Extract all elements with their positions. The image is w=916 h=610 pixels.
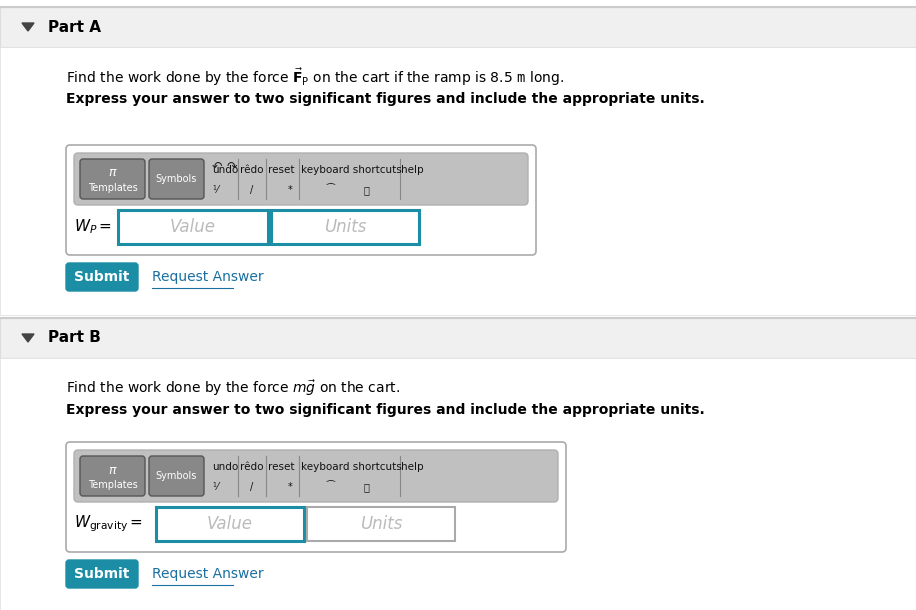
- Text: /: /: [250, 483, 253, 492]
- Text: keyboard shortcuts: keyboard shortcuts: [300, 462, 401, 472]
- Text: Value: Value: [170, 218, 216, 236]
- Text: ⁀: ⁀: [326, 185, 333, 195]
- Text: ⌣: ⌣: [364, 483, 370, 492]
- Polygon shape: [22, 334, 34, 342]
- FancyBboxPatch shape: [66, 442, 566, 552]
- Bar: [0, 47, 916, 315]
- Text: Find the work done by the force $\vec{\mathbf{F}}_{\mathrm{P}}$ on the cart if t: Find the work done by the force $\vec{\m…: [66, 66, 564, 88]
- Text: *: *: [288, 185, 293, 195]
- Text: Part A: Part A: [48, 20, 101, 35]
- Bar: [307, 507, 455, 541]
- Text: /: /: [250, 185, 253, 195]
- Text: Templates: Templates: [88, 480, 137, 490]
- Text: $W_P =$: $W_P =$: [74, 218, 112, 236]
- Text: Units: Units: [360, 515, 402, 533]
- Text: ↶: ↶: [212, 161, 223, 174]
- Text: Units: Units: [324, 218, 366, 236]
- Text: rêdo: rêdo: [240, 462, 263, 472]
- Text: $\pi$: $\pi$: [108, 167, 117, 179]
- Text: Symbols: Symbols: [156, 471, 197, 481]
- Text: Request Answer: Request Answer: [152, 270, 264, 284]
- FancyBboxPatch shape: [66, 263, 138, 291]
- Bar: [156, 507, 304, 541]
- Text: *: *: [288, 483, 293, 492]
- Text: Part B: Part B: [48, 331, 101, 345]
- Text: Submit: Submit: [74, 270, 130, 284]
- Text: ⌣: ⌣: [364, 185, 370, 195]
- Text: Symbols: Symbols: [156, 174, 197, 184]
- Text: help: help: [401, 165, 424, 174]
- FancyBboxPatch shape: [80, 456, 145, 496]
- Bar: [0, 318, 916, 358]
- FancyBboxPatch shape: [149, 159, 204, 199]
- FancyBboxPatch shape: [66, 560, 138, 588]
- Text: reset: reset: [267, 462, 294, 472]
- Bar: [0, 358, 916, 610]
- FancyBboxPatch shape: [74, 450, 558, 502]
- FancyBboxPatch shape: [80, 159, 145, 199]
- FancyBboxPatch shape: [149, 456, 204, 496]
- Text: $\pi$: $\pi$: [108, 464, 117, 476]
- Bar: [271, 210, 419, 244]
- Text: ↷: ↷: [227, 161, 237, 174]
- Text: Templates: Templates: [88, 183, 137, 193]
- Text: Request Answer: Request Answer: [152, 567, 264, 581]
- Text: Value: Value: [207, 515, 253, 533]
- Text: ⅟: ⅟: [212, 483, 217, 492]
- Text: reset: reset: [267, 165, 294, 174]
- Text: undo: undo: [212, 165, 238, 174]
- Bar: [0, 7, 916, 47]
- Text: ⅟: ⅟: [212, 185, 217, 195]
- Text: help: help: [401, 462, 424, 472]
- Text: keyboard shortcuts: keyboard shortcuts: [300, 165, 401, 174]
- Text: $W_{\mathrm{gravity}} =$: $W_{\mathrm{gravity}} =$: [74, 514, 143, 534]
- FancyBboxPatch shape: [74, 153, 528, 205]
- Text: Find the work done by the force $m\vec{g}$ on the cart.: Find the work done by the force $m\vec{g…: [66, 378, 400, 398]
- Text: Express your answer to two significant figures and include the appropriate units: Express your answer to two significant f…: [66, 403, 704, 417]
- FancyBboxPatch shape: [66, 145, 536, 255]
- Text: rêdo: rêdo: [240, 165, 263, 174]
- Text: ⁀: ⁀: [326, 483, 333, 492]
- Bar: [118, 210, 268, 244]
- Text: Submit: Submit: [74, 567, 130, 581]
- Text: undo: undo: [212, 462, 238, 472]
- Polygon shape: [22, 23, 34, 31]
- Text: Express your answer to two significant figures and include the appropriate units: Express your answer to two significant f…: [66, 92, 704, 106]
